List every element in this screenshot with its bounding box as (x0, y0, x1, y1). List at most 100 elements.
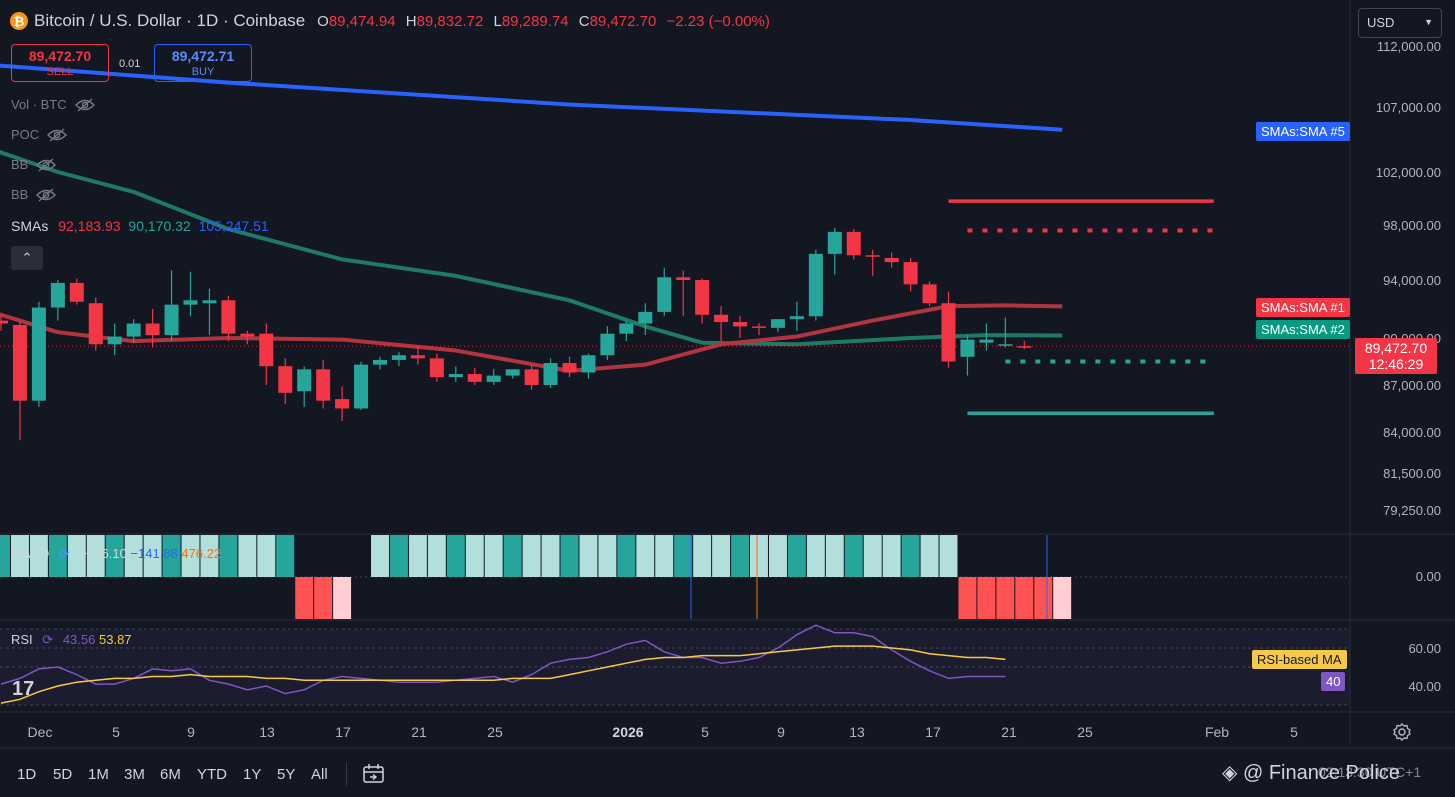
sma-line (0, 63, 1063, 132)
low-label: L (493, 12, 502, 30)
timeframe-5d[interactable]: 5D (53, 766, 73, 783)
macd-histogram-bar (427, 535, 446, 577)
timeframe-5y[interactable]: 5Y (277, 766, 296, 783)
timeframe-1m[interactable]: 1M (88, 766, 109, 783)
candle-body (88, 303, 103, 345)
rsi-value-2: 53.87 (99, 632, 132, 647)
timeframe-1y[interactable]: 1Y (243, 766, 262, 783)
indicator-vol-label: Vol · BTC (11, 97, 67, 112)
candle-body (524, 369, 539, 385)
refresh-icon[interactable]: ⟳ (58, 546, 70, 561)
candle-body (202, 300, 217, 304)
currency-select[interactable]: USD ▼ (1358, 8, 1442, 38)
candle-body (808, 253, 823, 317)
candle-body (448, 374, 463, 378)
timeframe-all[interactable]: All (311, 766, 328, 783)
indicator-poc[interactable]: POC (11, 127, 68, 142)
eye-hidden-icon[interactable] (36, 157, 57, 172)
candle-body (789, 316, 804, 320)
eye-hidden-icon[interactable] (74, 97, 95, 112)
macd-histogram-bar (389, 535, 408, 577)
candle-body (752, 326, 766, 328)
diamond-logo-icon: ◈ (1222, 762, 1238, 784)
indicator-bb-2[interactable]: BB (11, 187, 57, 202)
refresh-icon[interactable]: ⟳ (42, 632, 54, 647)
open-label: O (317, 12, 329, 30)
macd-histogram-bar (863, 535, 882, 577)
sell-button[interactable]: 89,472.70 SELL (11, 44, 109, 82)
eye-hidden-icon[interactable] (36, 187, 57, 202)
macd-histogram-bar (29, 535, 48, 577)
timeframe-6m[interactable]: 6M (160, 766, 181, 783)
candle-body (733, 322, 748, 327)
candle-body (581, 355, 596, 373)
macd-histogram-bar (86, 535, 105, 577)
macd-histogram-bar (143, 535, 162, 577)
candle-body (619, 323, 634, 334)
macd-histogram-bar (465, 535, 484, 577)
timeframe-3m[interactable]: 3M (124, 766, 145, 783)
candle-body (486, 375, 501, 382)
macd-histogram-bar (408, 535, 427, 577)
time-axis-label: 9 (187, 724, 195, 740)
timeframe-1d[interactable]: 1D (17, 766, 37, 783)
rsi-value-1: 43.56 (62, 632, 96, 647)
macd-histogram-bar (48, 535, 67, 577)
time-axis-year-label: 2026 (612, 724, 644, 740)
price-axis-label: 94,000.00 (1383, 273, 1441, 288)
candle-body (695, 280, 710, 315)
candle-body (278, 366, 293, 393)
candle-body (922, 284, 937, 304)
time-axis-label: 5 (112, 724, 120, 740)
macd-histogram-bar (787, 535, 806, 577)
macd-histogram-bar (1015, 577, 1034, 619)
macd-histogram-bar (10, 535, 29, 577)
watermark-text: Finance Police (1268, 762, 1400, 784)
price-pane-bg (0, 0, 1350, 534)
candle-body (467, 374, 482, 382)
macd-histogram-bar (617, 535, 636, 577)
macd-histogram-bar (996, 577, 1015, 619)
time-axis-label: 17 (335, 724, 351, 740)
indicator-vol[interactable]: Vol · BTC (11, 97, 95, 112)
macd-histogram-bar (920, 535, 939, 577)
macd-histogram-bar (977, 577, 996, 619)
macd-value-1: −616.10 (79, 546, 127, 561)
buy-button[interactable]: 89,472.71 BUY (154, 44, 252, 82)
candle-body (50, 282, 65, 308)
date-range-icon[interactable] (362, 763, 386, 785)
symbol-header[interactable]: ₿ Bitcoin / U.S. Dollar · 1D · Coinbase … (10, 11, 776, 31)
sma-legend[interactable]: SMAs 92,183.93 90,170.32 105,247.51 (11, 218, 269, 234)
macd-histogram-bar (1034, 577, 1053, 619)
eye-hidden-icon[interactable] (47, 127, 68, 142)
indicator-bb-1[interactable]: BB (11, 157, 57, 172)
utc-clock[interactable]: 02:13:30 UTC+1 (1318, 764, 1422, 780)
sma3-value: 105,247.51 (198, 218, 269, 234)
candle-body (391, 355, 406, 360)
symbol-title[interactable]: Bitcoin / U.S. Dollar · 1D · Coinbase (34, 11, 306, 30)
rsi-tag: 40 (1321, 672, 1346, 691)
macd-histogram-bar (560, 535, 579, 577)
sell-price: 89,472.70 (28, 48, 92, 64)
currency-value: USD (1367, 15, 1395, 30)
macd-histogram-bar (844, 535, 863, 577)
sell-label: SELL (46, 66, 74, 78)
macd-histogram-bar (1053, 577, 1072, 619)
macd-value-3: 476.22 (181, 546, 222, 561)
indicator-bb-1-label: BB (11, 157, 29, 172)
settings-gear-icon[interactable] (1392, 722, 1412, 742)
macd-legend[interactable]: MACD ⟳ −616.10 −141.88 476.22 (11, 546, 221, 562)
macd-histogram-bar (181, 535, 200, 577)
rsi-legend[interactable]: RSI ⟳ 43.56 53.87 (11, 632, 132, 648)
candle-body (297, 369, 312, 392)
collapse-legend-button[interactable]: ⌃ (11, 246, 43, 270)
time-axis-label: 25 (1077, 724, 1093, 740)
macd-histogram-bar (806, 535, 825, 577)
timeframe-ytd[interactable]: YTD (197, 766, 227, 783)
sma-label: SMAs (11, 218, 49, 234)
tradingview-logo[interactable]: 17 (12, 678, 35, 700)
candle-body (240, 333, 255, 337)
macd-histogram-bar (636, 535, 655, 577)
time-axis-label: 21 (1001, 724, 1017, 740)
